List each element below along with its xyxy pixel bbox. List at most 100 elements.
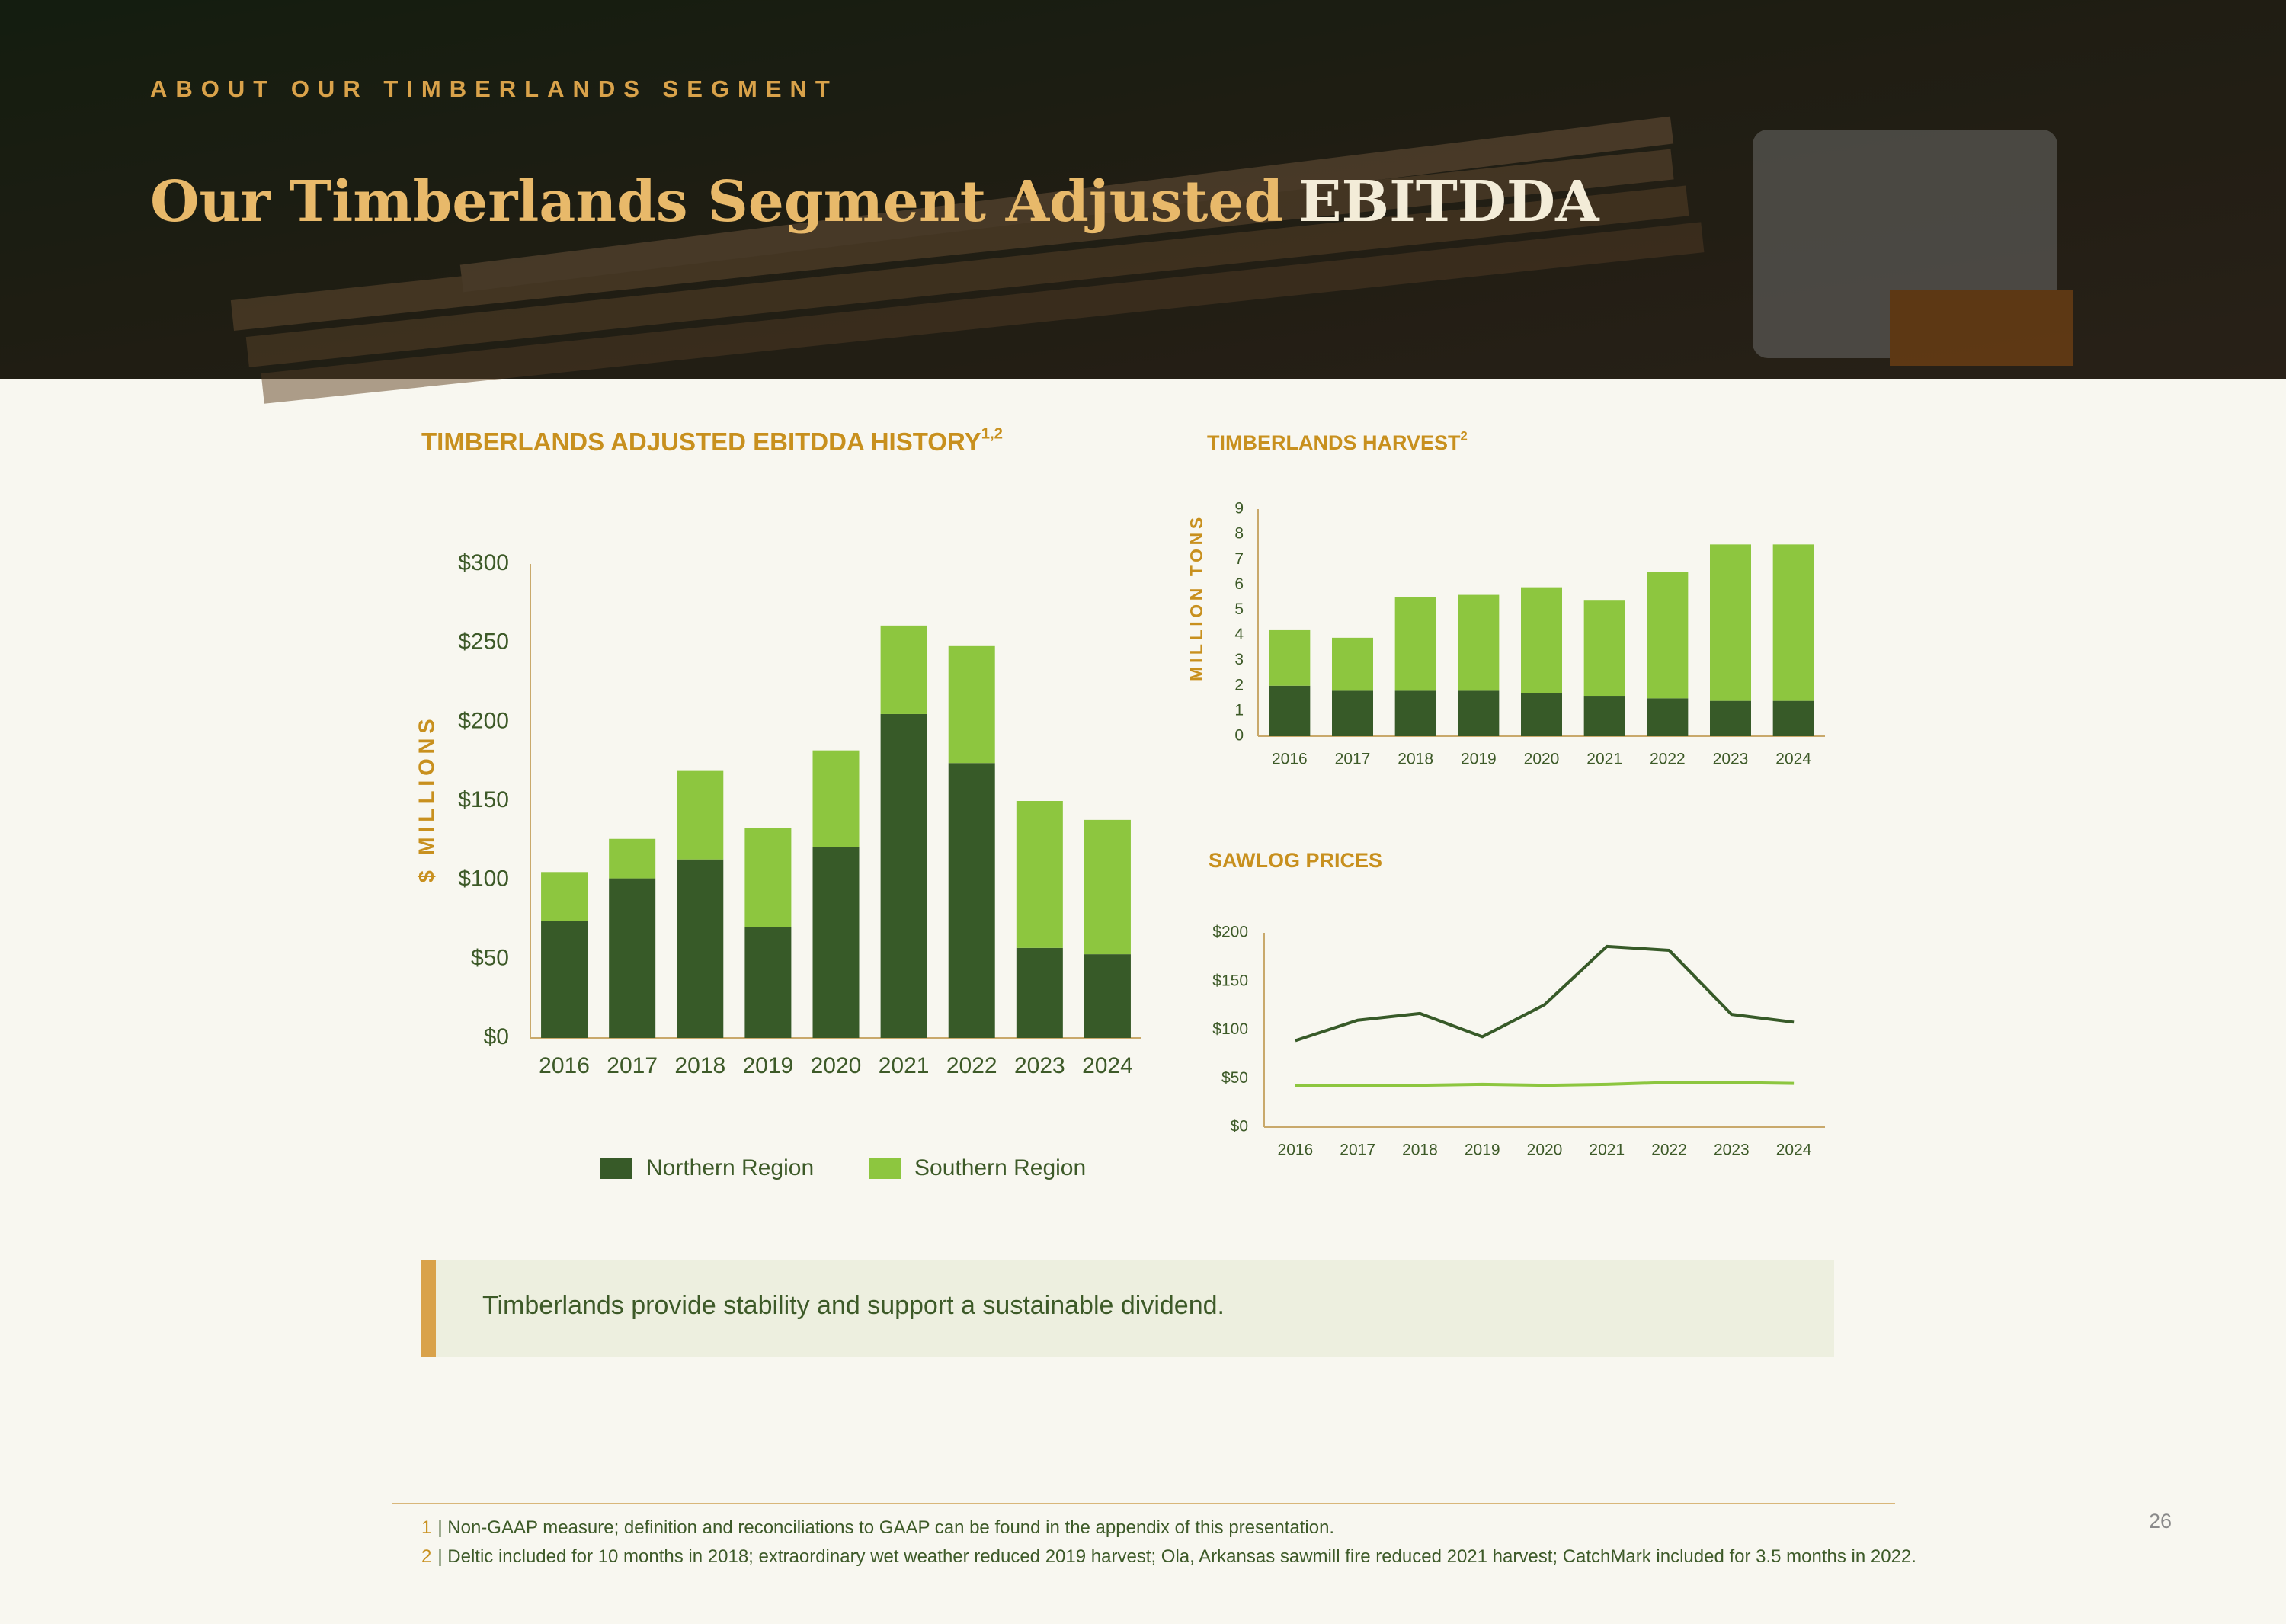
x-tick-label: 2019 [743,1053,794,1078]
y-axis-label: $ MILLIONS [415,715,440,883]
x-tick-label: 2021 [1586,751,1622,768]
x-tick-label: 2018 [1398,751,1433,768]
footnote: 1 | Non-GAAP measure; definition and reco… [421,1517,1334,1538]
y-tick-label: 4 [1234,626,1244,643]
chart-title-text: TIMBERLANDS HARVEST [1207,431,1461,454]
bar-segment [541,921,588,1038]
y-tick-label: $100 [1212,1020,1248,1038]
y-tick-label: 5 [1234,601,1244,618]
bar-segment [1084,819,1131,955]
chart-title-superscript: 2 [1461,429,1468,444]
x-tick-label: 2023 [1014,1053,1065,1078]
footnote-text: | Non-GAAP measure; definition and recon… [437,1517,1334,1538]
bar-segment [1269,629,1311,686]
bar-segment [1583,600,1625,697]
y-tick-label: $50 [471,945,509,970]
footnote-number: 1 [421,1517,431,1538]
bar-segment [948,645,995,764]
line-series [1295,1081,1795,1087]
y-tick-label: $200 [458,708,509,733]
bar-segment [1084,954,1131,1038]
bar-segment [1647,698,1689,736]
legend-label: Northern Region [646,1155,814,1180]
bar-segment [1016,947,1063,1038]
x-tick-label: 2022 [1650,751,1686,768]
bar-segment [1772,544,1814,701]
chart-title-text: TIMBERLANDS ADJUSTED EBITDDA HISTORY [421,428,981,456]
y-tick-label: 3 [1234,651,1244,668]
bar-segment [812,847,860,1038]
bar-segment [1583,696,1625,736]
bar-segment [1710,700,1751,736]
x-tick-label: 2018 [674,1053,725,1078]
bar-segment [609,878,656,1038]
x-tick-label: 2021 [879,1053,930,1078]
y-tick-label: $0 [1231,1118,1248,1136]
x-tick-label: 2017 [607,1053,658,1078]
y-tick-label: $150 [1212,972,1248,989]
bar-segment [677,859,724,1038]
bar-segment [812,750,860,847]
bar-segment [541,872,588,921]
x-tick-label: 2020 [811,1053,862,1078]
bar-segment [1772,700,1814,736]
y-tick-label: $0 [484,1024,509,1049]
chart-title: TIMBERLANDS HARVEST2 [1207,429,1468,454]
chart-title: SAWLOG PRICES [1209,849,1382,872]
x-tick-label: 2022 [946,1053,997,1078]
bar-segment [1521,587,1562,693]
bar-segment [1647,572,1689,699]
bar-segment [880,713,927,1038]
y-tick-label: 7 [1234,550,1244,568]
title-main: Our Timberlands Segment Adjusted [150,169,1283,235]
x-tick-label: 2017 [1335,751,1371,768]
y-tick-label: $150 [458,787,509,812]
x-tick-label: 2022 [1651,1142,1687,1159]
y-tick-label: $200 [1212,924,1248,941]
x-tick-label: 2019 [1465,1142,1500,1159]
bar-segment [1269,685,1311,736]
eyebrow: ABOUT OUR TIMBERLANDS SEGMENT [150,75,838,102]
y-tick-label: 8 [1234,525,1244,543]
legend-swatch [869,1158,901,1179]
y-tick-label: 6 [1234,575,1244,593]
legend-swatch [600,1158,632,1179]
x-tick-label: 2016 [539,1053,590,1078]
y-tick-label: $300 [458,550,509,575]
bar-segment [1394,690,1436,736]
chart-title-text: SAWLOG PRICES [1209,849,1382,872]
x-tick-label: 2018 [1402,1142,1438,1159]
x-tick-label: 2017 [1340,1142,1375,1159]
callout-accent [421,1260,436,1357]
x-tick-label: 2019 [1461,751,1497,768]
callout-text: Timberlands provide stability and suppor… [482,1291,1225,1320]
x-tick-label: 2024 [1775,751,1811,768]
bar-segment [1332,637,1373,691]
bar-segment [1458,690,1500,736]
bar-segment [609,838,656,879]
y-tick-label: 1 [1234,701,1244,719]
bar-segment [1458,594,1500,691]
y-axis-label: MILLION TONS [1186,514,1206,681]
x-tick-label: 2023 [1713,751,1749,768]
y-tick-label: $250 [458,629,509,655]
bar-segment [948,763,995,1038]
y-tick-label: 2 [1234,676,1244,693]
y-tick-label: 0 [1234,727,1244,745]
footnote-number: 2 [421,1546,431,1567]
y-tick-label: 9 [1234,500,1244,517]
x-tick-label: 2016 [1278,1142,1314,1159]
bar-segment [744,927,792,1038]
x-tick-label: 2020 [1524,751,1560,768]
logs-decoration [230,116,2073,404]
bar-segment [744,828,792,927]
bar-segment [1394,597,1436,691]
y-tick-label: $100 [458,866,509,892]
line-series [1295,944,1795,1043]
chart-title-superscript: 1,2 [981,425,1003,443]
bar-segment [1521,693,1562,736]
x-tick-label: 2021 [1589,1142,1625,1159]
bar-segment [677,770,724,860]
bar-segment [1332,690,1373,736]
